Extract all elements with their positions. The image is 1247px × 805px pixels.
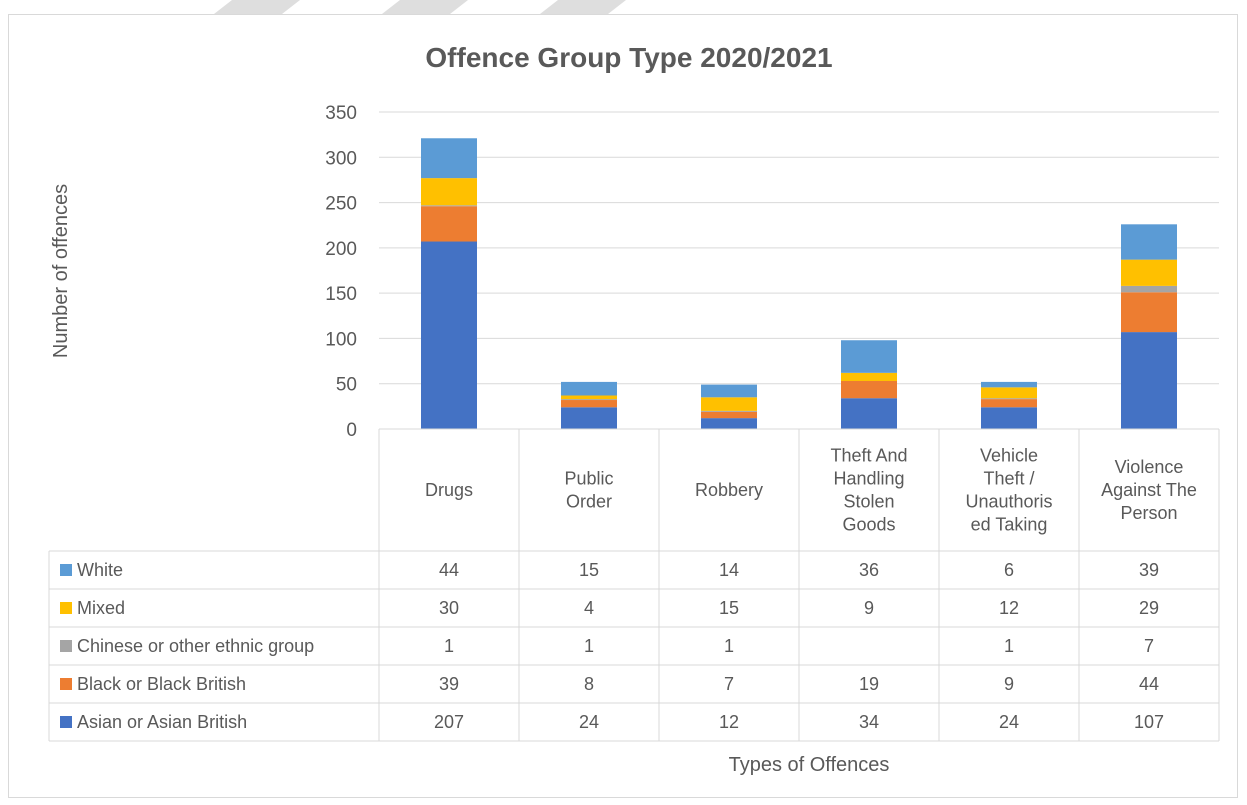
category-label: Robbery [695,480,763,500]
bar-segment [981,381,1037,388]
table-value: 36 [859,560,879,580]
table-value: 15 [579,560,599,580]
y-axis-ticks: 0 50 100 150 200 250 300 350 [325,103,357,441]
bar-segment [1121,224,1177,260]
table-value: 34 [859,712,879,732]
y-axis-label: Number of offences [50,184,72,358]
table-value: 9 [1004,674,1014,694]
bar-segment [841,398,897,429]
legend-label: Black or Black British [77,674,246,694]
chart-frame: Offence Group Type 2020/2021 Number of o… [8,14,1238,798]
y-tick-label: 250 [325,194,357,215]
data-table: Drugs Public Order Robbery Theft And Handling… [48,428,1220,742]
bar-segment [421,241,477,429]
chart-title: Offence Group Type 2020/2021 [425,42,832,73]
table-value: 30 [439,598,459,618]
x-axis-label: Types of Offences [729,754,890,776]
decorative-stripe [540,0,626,14]
bar-segment [701,411,757,419]
legend-swatch [60,602,72,614]
stacked-bar-chart: Offence Group Type 2020/2021 Number of o… [48,42,1220,776]
table-value: 6 [1004,560,1014,580]
bar-segment [561,407,617,429]
legend-label: White [77,560,123,580]
bar-segment [561,395,617,400]
table-value: 19 [859,674,879,694]
table-value: 7 [724,674,734,694]
bar-segment [421,206,477,242]
bar-segment [421,178,477,206]
y-tick-label: 100 [325,329,357,350]
bar-segment [701,384,757,398]
bar-segment [1121,332,1177,429]
category-label: Violence Against The Person [1101,457,1197,523]
bar-segment [981,399,1037,408]
table-value: 15 [719,598,739,618]
table-value: 29 [1139,598,1159,618]
bar-segment [421,205,477,207]
table-value: 8 [584,674,594,694]
table-value: 39 [439,674,459,694]
y-tick-label: 150 [325,284,357,305]
category-label: Drugs [425,480,473,500]
bar-segment [421,138,477,179]
table-value: 207 [434,712,464,732]
y-tick-label: 50 [336,375,357,396]
table-value: 1 [584,636,594,656]
bar-segment [561,381,617,396]
bar-segment [701,397,757,411]
table-value: 14 [719,560,739,580]
bar-segment [981,387,1037,399]
table-value: 7 [1144,636,1154,656]
table-value: 4 [584,598,594,618]
table-value: 12 [999,598,1019,618]
bar-segment [841,372,897,381]
table-value: 44 [439,560,459,580]
bar-segment [1121,285,1177,293]
bar-segment [561,400,617,408]
y-tick-label: 350 [325,103,357,124]
table-value: 1 [1004,636,1014,656]
category-label: Public Order [564,469,613,512]
bar-segment [701,410,757,412]
decorative-stripe [214,0,300,14]
bar-segment [561,399,617,401]
bar-segment [1121,292,1177,333]
bar-segment [1121,259,1177,286]
legend-swatch [60,678,72,690]
table-value: 24 [999,712,1019,732]
table-value: 1 [444,636,454,656]
y-tick-label: 300 [325,148,357,169]
y-tick-label: 200 [325,239,357,260]
y-tick-label: 0 [346,420,357,441]
table-value: 9 [864,598,874,618]
bar-segment [981,398,1037,400]
legend-label: Chinese or other ethnic group [77,636,314,656]
bar-segment [701,418,757,429]
bar-segment [981,407,1037,429]
category-label: Vehicle Theft / Unauthoris ed Taking [965,446,1052,535]
legend-swatch [60,716,72,728]
table-value: 24 [579,712,599,732]
bars [421,138,1177,429]
legend-swatch [60,564,72,576]
legend-label: Asian or Asian British [77,712,247,732]
legend-swatch [60,640,72,652]
table-value: 1 [724,636,734,656]
bar-segment [841,380,897,399]
gridlines [379,111,1219,430]
category-label: Theft And Handling Stolen Goods [830,446,907,535]
table-value: 44 [1139,674,1159,694]
table-value: 12 [719,712,739,732]
table-value: 107 [1134,712,1164,732]
legend-label: Mixed [77,598,125,618]
table-value: 39 [1139,560,1159,580]
decorative-stripe [382,0,468,14]
bar-segment [841,340,897,373]
